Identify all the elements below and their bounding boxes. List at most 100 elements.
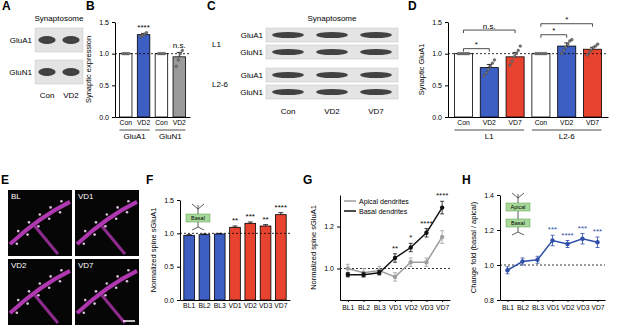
tick: BL3	[214, 300, 226, 309]
tick: 1.0	[484, 262, 500, 269]
marker	[565, 242, 569, 246]
marker	[424, 260, 428, 264]
bar	[506, 57, 524, 117]
group-label: GluN1	[159, 132, 182, 141]
icon-box	[506, 203, 530, 211]
tick: 0.0	[432, 114, 448, 121]
spine	[126, 280, 129, 283]
tick-label: Con	[457, 119, 470, 126]
tick: VD2	[405, 300, 418, 311]
tick: VD1	[228, 300, 241, 309]
tick: VD2	[244, 300, 257, 309]
data-point	[511, 60, 514, 63]
spine	[59, 280, 62, 283]
tick: 0.5	[99, 82, 115, 89]
error-bar	[506, 267, 510, 274]
error-bar	[187, 234, 192, 236]
significance: *	[475, 40, 478, 49]
icon-box	[186, 214, 210, 222]
blot-row-label: GluN1	[240, 88, 263, 97]
blot-row-label: GluN1	[9, 68, 32, 77]
tick-label: 0.5	[164, 263, 174, 270]
x-axis-line	[341, 300, 451, 301]
bar	[119, 54, 132, 117]
error-bar	[487, 64, 492, 67]
data-point	[570, 38, 573, 41]
panel-letter: G	[303, 173, 312, 187]
blot-row-label: GluN1	[240, 48, 263, 57]
error-bar	[409, 258, 413, 266]
tick: 1.5	[99, 19, 115, 26]
tick-mark	[177, 200, 180, 201]
marker	[595, 240, 599, 244]
tick: BL3	[532, 300, 544, 311]
tick: BL1	[183, 300, 195, 309]
marker	[580, 237, 584, 241]
blot-band	[316, 89, 348, 95]
data-point	[179, 52, 182, 55]
tick-label: VD2	[560, 119, 573, 126]
tick: VD3	[420, 300, 433, 311]
tick: VD7	[508, 117, 521, 126]
blot-strip	[266, 45, 398, 59]
error-bar	[596, 237, 600, 248]
error-bar	[551, 235, 555, 246]
dendrite	[35, 226, 58, 254]
spine	[17, 230, 20, 233]
data-point	[127, 52, 130, 55]
tick-mark	[497, 195, 500, 196]
spine	[84, 230, 87, 233]
micrograph-label: BL	[11, 192, 21, 201]
tick-label: VD1	[389, 304, 402, 311]
y-axis-title: Synaptic GluA1	[417, 44, 426, 96]
x-axis: BL1BL2BL3VD1VD2VD3VD7	[501, 300, 606, 311]
lane-label: VD2	[324, 107, 340, 116]
blot-row-label: GluA1	[241, 31, 264, 40]
tick-label: VD2	[405, 304, 418, 311]
marker	[505, 268, 509, 272]
tick-label: 1.0	[99, 50, 109, 57]
spine	[83, 242, 86, 245]
data-point	[509, 64, 512, 67]
plot-area	[448, 38, 608, 117]
plot-area	[115, 31, 190, 117]
tick: 1.0	[164, 230, 180, 237]
error-bar	[278, 213, 283, 215]
tick: 1.2	[484, 227, 500, 234]
spine	[127, 269, 130, 272]
tick-label: 1.4	[484, 192, 494, 199]
blot-band	[272, 32, 304, 38]
spine	[15, 311, 18, 314]
tick: BL2	[198, 300, 210, 309]
marker	[409, 260, 413, 264]
plot-area	[500, 234, 605, 274]
spine	[39, 213, 42, 216]
tick-mark	[112, 117, 115, 118]
tick-mark	[583, 300, 584, 302]
tick-mark	[395, 300, 396, 302]
error-bar	[409, 243, 413, 251]
tick-label: BL1	[183, 302, 195, 309]
spine	[48, 218, 51, 221]
lane-label: VD2	[63, 91, 79, 100]
blot-panel: ASynaptosomeGluA1GluN1ConVD2	[2, 0, 84, 100]
spine	[26, 302, 29, 305]
significance: *	[565, 15, 568, 24]
dendrite	[102, 226, 125, 254]
plot-area	[180, 213, 290, 300]
tick-label: 1.2	[324, 223, 334, 230]
blot-band	[38, 36, 55, 44]
tick-mark	[364, 300, 365, 302]
blot-band	[62, 36, 79, 44]
tick-label: 1.0	[484, 262, 494, 269]
tick: VD1	[546, 300, 559, 311]
tick: VD1	[389, 300, 402, 311]
tick-mark	[598, 300, 599, 302]
tick-mark	[379, 300, 380, 302]
tick-mark	[177, 267, 180, 268]
legend-label: Apical dendrites	[359, 198, 409, 206]
bar	[558, 46, 576, 117]
x-axis: ConVD2VD7ConVD2VD7	[449, 117, 609, 126]
tick-label: 0.0	[99, 114, 109, 121]
tick: VD2	[137, 117, 150, 126]
